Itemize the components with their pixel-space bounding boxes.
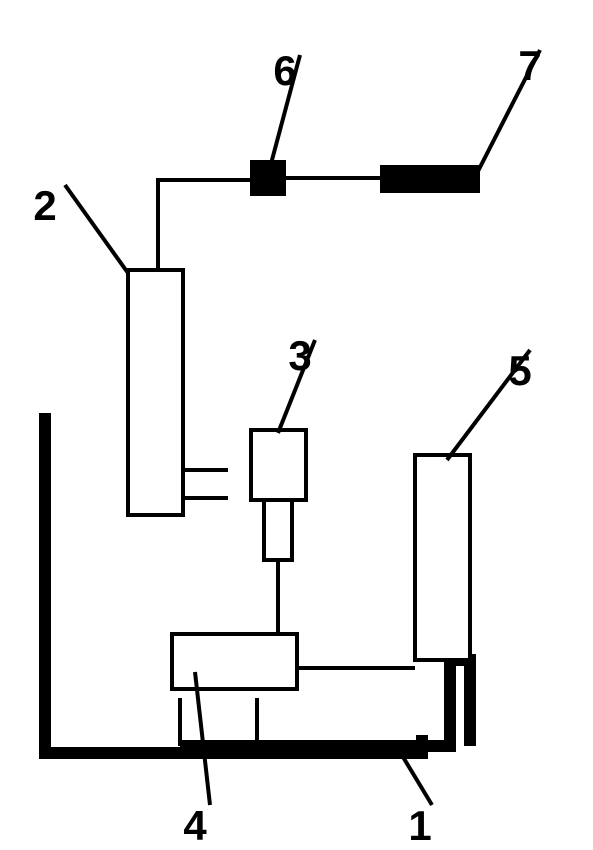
block-5: [415, 455, 470, 660]
label-4: 4: [183, 802, 207, 849]
block-4: [172, 634, 297, 689]
label-2: 2: [33, 182, 56, 229]
label-1: 1: [408, 802, 431, 849]
block-2: [128, 270, 183, 515]
diagram: 1 2 3 4 5 6 7: [0, 0, 593, 850]
block-3-lower: [264, 500, 292, 560]
leader-2: [65, 185, 128, 273]
label-6: 6: [273, 47, 296, 94]
label-5: 5: [508, 347, 531, 394]
outer-frame: [45, 413, 422, 753]
block-3-upper: [251, 430, 306, 500]
leader-1: [400, 752, 432, 805]
line-2-to-6: [158, 180, 250, 270]
leader-4: [195, 672, 210, 805]
label-3: 3: [288, 332, 311, 379]
block-7: [380, 165, 480, 193]
block-6: [250, 160, 286, 196]
label-7: 7: [518, 42, 541, 89]
